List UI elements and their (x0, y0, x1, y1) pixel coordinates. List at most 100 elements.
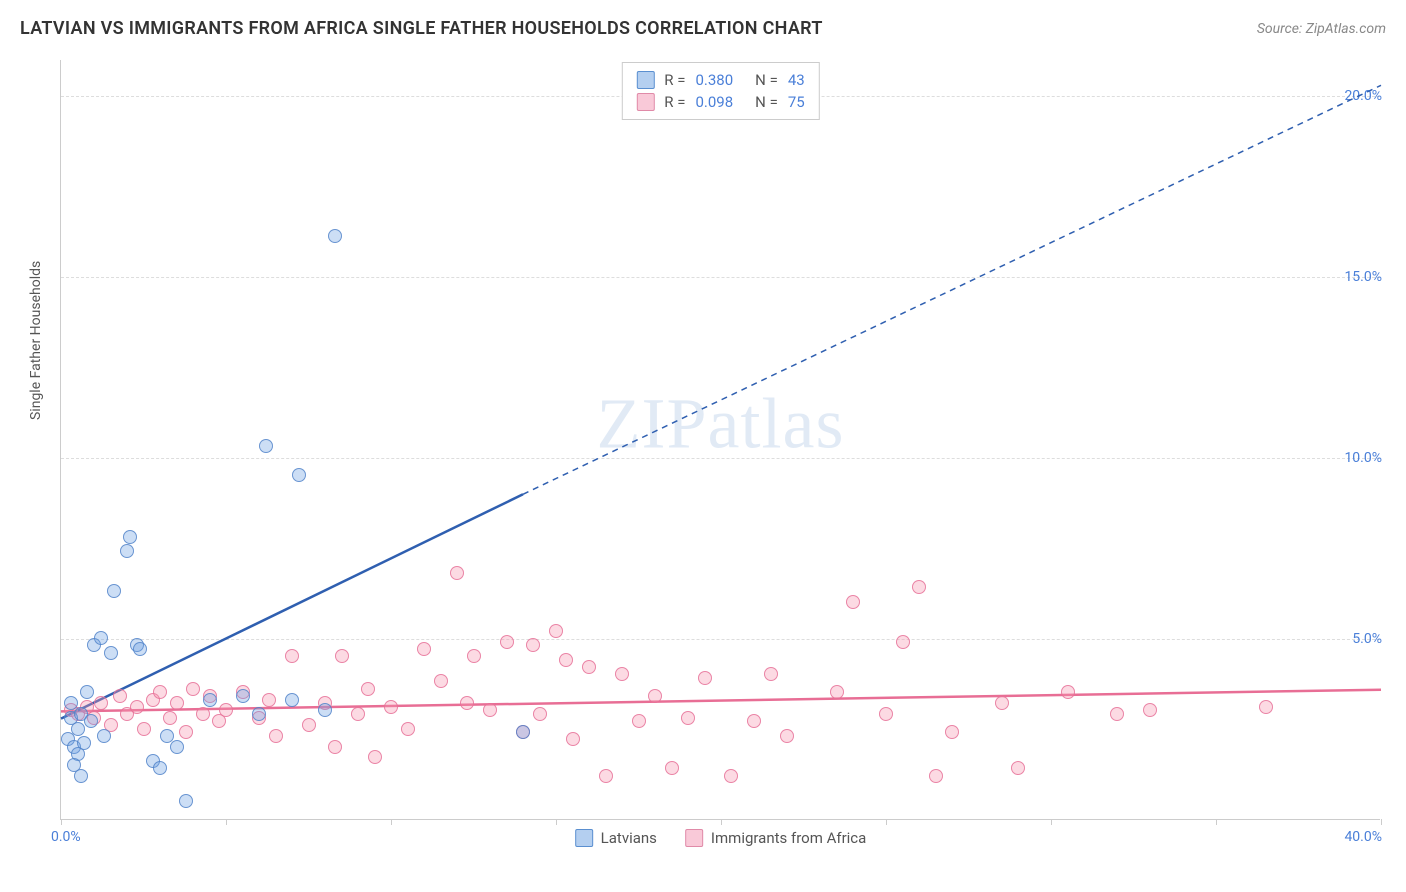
africa-immigrant-point (368, 750, 382, 764)
latvian-point (292, 468, 306, 482)
africa-immigrant-point (460, 696, 474, 710)
africa-immigrant-point (846, 595, 860, 609)
trend-lines (61, 60, 1380, 819)
africa-immigrant-point (1011, 761, 1025, 775)
x-tick (1051, 819, 1052, 825)
latvian-point (120, 544, 134, 558)
latvian-point (153, 761, 167, 775)
latvian-point (77, 736, 91, 750)
africa-immigrant-point (417, 642, 431, 656)
africa-immigrant-point (361, 682, 375, 696)
africa-immigrant-point (549, 624, 563, 638)
x-tick (1216, 819, 1217, 825)
africa-immigrant-point (335, 649, 349, 663)
pink-swatch-icon (685, 829, 703, 847)
africa-immigrant-point (163, 711, 177, 725)
latvian-point (94, 631, 108, 645)
latvian-point (97, 729, 111, 743)
africa-immigrant-point (526, 638, 540, 652)
africa-immigrant-point (681, 711, 695, 725)
africa-immigrant-point (830, 685, 844, 699)
latvian-point (285, 693, 299, 707)
africa-immigrant-point (599, 769, 613, 783)
africa-immigrant-point (879, 707, 893, 721)
latvian-point (123, 530, 137, 544)
africa-immigrant-point (285, 649, 299, 663)
x-tick (61, 819, 62, 825)
latvian-point (252, 707, 266, 721)
latvian-point (104, 646, 118, 660)
africa-immigrant-point (302, 718, 316, 732)
latvian-point (107, 584, 121, 598)
x-tick (391, 819, 392, 825)
latvian-point (259, 439, 273, 453)
x-axis-origin-label: 0.0% (51, 829, 81, 845)
africa-immigrant-point (615, 667, 629, 681)
x-axis-max-label: 40.0% (1344, 829, 1382, 845)
africa-immigrant-point (566, 732, 580, 746)
africa-immigrant-point (1110, 707, 1124, 721)
africa-immigrant-point (665, 761, 679, 775)
africa-immigrant-point (262, 693, 276, 707)
x-tick (1381, 819, 1382, 825)
africa-immigrant-point (269, 729, 283, 743)
legend-item: Immigrants from Africa (685, 829, 866, 847)
africa-immigrant-point (995, 696, 1009, 710)
stats-row: R =0.098N =75 (636, 91, 804, 113)
chart-title: LATVIAN VS IMMIGRANTS FROM AFRICA SINGLE… (20, 18, 823, 39)
latvian-point (179, 794, 193, 808)
africa-immigrant-point (724, 769, 738, 783)
africa-immigrant-point (186, 682, 200, 696)
africa-immigrant-point (384, 700, 398, 714)
latvian-point (170, 740, 184, 754)
africa-immigrant-point (533, 707, 547, 721)
africa-immigrant-point (153, 685, 167, 699)
stats-legend: R =0.380N =43R =0.098N =75 (621, 62, 819, 120)
africa-immigrant-point (747, 714, 761, 728)
africa-immigrant-point (450, 566, 464, 580)
africa-immigrant-point (170, 696, 184, 710)
latvian-point (516, 725, 530, 739)
africa-immigrant-point (196, 707, 210, 721)
source-attribution: Source: ZipAtlas.com (1257, 21, 1386, 37)
x-tick (556, 819, 557, 825)
series-legend: Latvians Immigrants from Africa (575, 829, 867, 847)
legend-item: Latvians (575, 829, 657, 847)
africa-immigrant-point (764, 667, 778, 681)
blue-swatch-icon (636, 71, 654, 89)
africa-immigrant-point (130, 700, 144, 714)
x-tick (721, 819, 722, 825)
africa-immigrant-point (137, 722, 151, 736)
africa-immigrant-point (896, 635, 910, 649)
y-axis-label: Single Father Households (28, 261, 44, 420)
africa-immigrant-point (219, 703, 233, 717)
africa-immigrant-point (1061, 685, 1075, 699)
africa-immigrant-point (1259, 700, 1273, 714)
plot-area: ZIPatlas 5.0%10.0%15.0%20.0% R =0.380N =… (60, 60, 1380, 820)
africa-immigrant-point (113, 689, 127, 703)
latvian-point (71, 722, 85, 736)
africa-immigrant-point (559, 653, 573, 667)
africa-immigrant-point (632, 714, 646, 728)
africa-immigrant-point (929, 769, 943, 783)
latvian-point (84, 714, 98, 728)
latvian-point (328, 229, 342, 243)
blue-swatch-icon (575, 829, 593, 847)
africa-immigrant-point (500, 635, 514, 649)
x-tick (886, 819, 887, 825)
latvian-point (236, 689, 250, 703)
latvian-point (318, 703, 332, 717)
africa-immigrant-point (179, 725, 193, 739)
pink-swatch-icon (636, 93, 654, 111)
africa-immigrant-point (912, 580, 926, 594)
africa-immigrant-point (483, 703, 497, 717)
africa-immigrant-point (467, 649, 481, 663)
africa-immigrant-point (1143, 703, 1157, 717)
latvian-point (203, 693, 217, 707)
latvian-point (133, 642, 147, 656)
africa-immigrant-point (401, 722, 415, 736)
africa-immigrant-point (328, 740, 342, 754)
latvian-point (74, 769, 88, 783)
africa-immigrant-point (648, 689, 662, 703)
stats-row: R =0.380N =43 (636, 69, 804, 91)
